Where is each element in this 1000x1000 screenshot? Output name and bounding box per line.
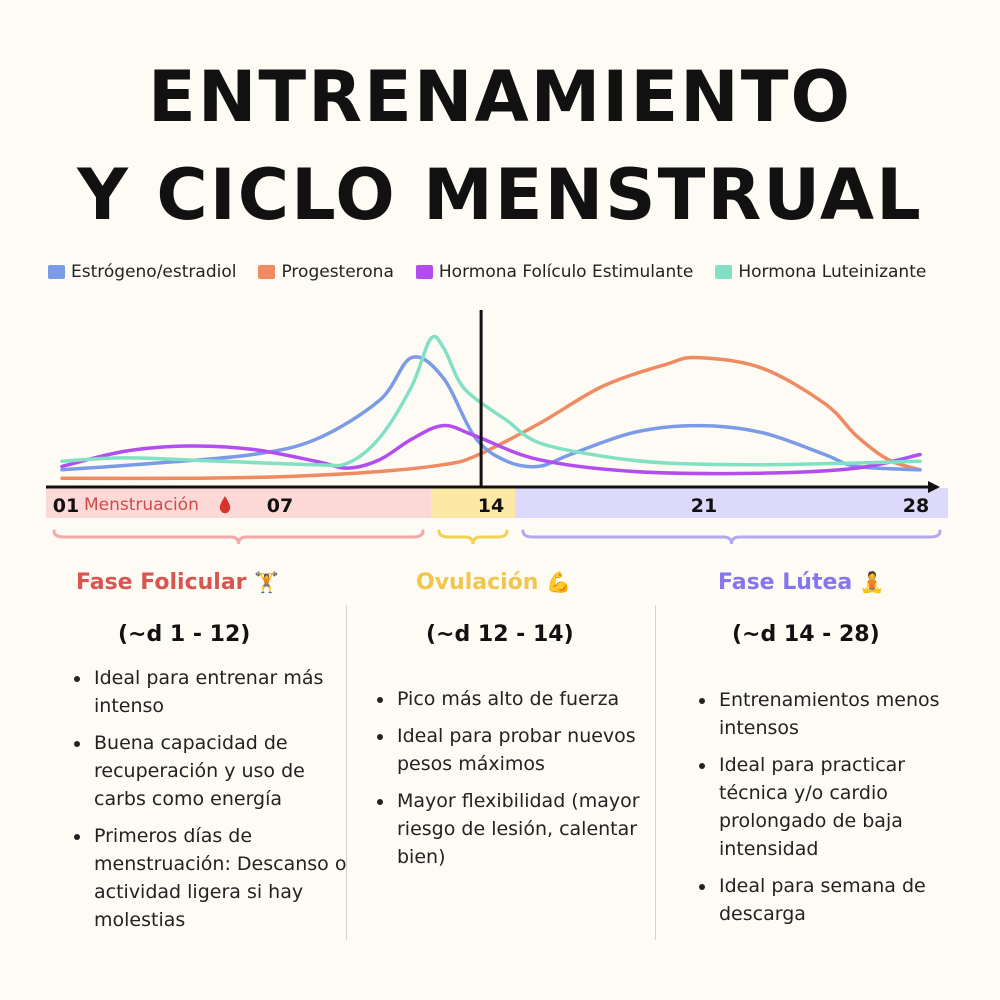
list-item: Ideal para practicar técnica y/o cardio …: [717, 751, 977, 863]
column-divider: [346, 605, 347, 940]
legend-label: Estrógeno/estradiol: [71, 262, 237, 282]
list-item: Entrenamientos menos intensos: [717, 686, 977, 742]
tick-label: 28: [903, 495, 929, 517]
phase-brace-0: [52, 529, 425, 545]
phase-title-lutea: Fase Lútea 🧘: [718, 570, 885, 595]
chart-legend: Estrógeno/estradiol Progesterona Hormona…: [48, 262, 978, 282]
page-title-line2: Y CICLO MENSTRUAL: [77, 154, 923, 236]
list-item: Buena capacidad de recuperación y uso de…: [92, 729, 362, 813]
legend-swatch: [415, 265, 433, 279]
x-axis-arrow: [928, 481, 940, 493]
phase-bullets-ovulacion: Pico más alto de fuerza Ideal para proba…: [369, 685, 665, 880]
phase-range-lutea: (~d 14 - 28): [732, 622, 880, 647]
phase-title-ovulacion: Ovulación 💪: [416, 570, 571, 595]
phase-range-ovulacion: (~d 12 - 14): [426, 622, 574, 647]
phase-title-folicular: Fase Folicular 🏋️: [76, 570, 279, 595]
phase-name: Fase Lútea: [718, 570, 853, 595]
series-line-3: [60, 334, 922, 468]
series-line-0: [60, 355, 922, 472]
legend-swatch: [48, 265, 65, 279]
page-title-line1: ENTRENAMIENTO: [148, 56, 852, 138]
tick-label: 21: [691, 495, 717, 517]
phase-brace-2: [521, 529, 942, 545]
phase-band-1: [431, 488, 515, 518]
series-line-2: [60, 423, 922, 476]
legend-label: Progesterona: [281, 262, 394, 282]
legend-swatch: [258, 265, 276, 279]
tick-label: 07: [267, 495, 293, 517]
phase-band-0: [46, 488, 431, 518]
legend-swatch: [715, 265, 733, 279]
list-item: Ideal para entrenar más intenso: [92, 664, 362, 720]
phase-bullets-folicular: Ideal para entrenar más intenso Buena ca…: [66, 664, 362, 943]
series-line-1: [60, 355, 922, 481]
hormone-chart: Menstruación 01 07 14 21 28: [46, 310, 948, 545]
flexed-bicep-icon: 💪: [546, 570, 572, 594]
legend-item-progesterona: Progesterona: [258, 262, 394, 282]
phase-range-folicular: (~d 1 - 12): [118, 622, 251, 647]
blood-drop-icon: [219, 496, 231, 514]
meditation-icon: 🧘: [859, 570, 885, 594]
legend-item-estrogeno: Estrógeno/estradiol: [48, 262, 236, 282]
legend-label: Hormona Folículo Estimulante: [438, 262, 694, 282]
list-item: Ideal para semana de descarga: [717, 872, 977, 928]
weightlifter-icon: 🏋️: [254, 570, 280, 594]
legend-label: Hormona Luteinizante: [738, 262, 927, 282]
legend-item-lh: Hormona Luteinizante: [715, 262, 926, 282]
phase-brace-1: [437, 529, 509, 545]
list-item: Primeros días de menstruación: Descanso …: [92, 822, 362, 934]
list-item: Ideal para probar nuevos pesos máximos: [395, 722, 665, 778]
phase-name: Fase Folicular: [76, 570, 247, 595]
column-divider: [655, 605, 656, 940]
tick-label: 14: [478, 495, 504, 517]
list-item: Mayor flexibilidad (mayor riesgo de lesi…: [395, 787, 665, 871]
menstruation-label: Menstruación: [84, 495, 199, 515]
tick-label: 01: [53, 495, 79, 517]
legend-item-fsh: Hormona Folículo Estimulante: [415, 262, 694, 282]
phase-bullets-lutea: Entrenamientos menos intensos Ideal para…: [691, 686, 977, 937]
phase-name: Ovulación: [416, 570, 539, 595]
phase-band-2: [515, 488, 948, 518]
list-item: Pico más alto de fuerza: [395, 685, 665, 713]
